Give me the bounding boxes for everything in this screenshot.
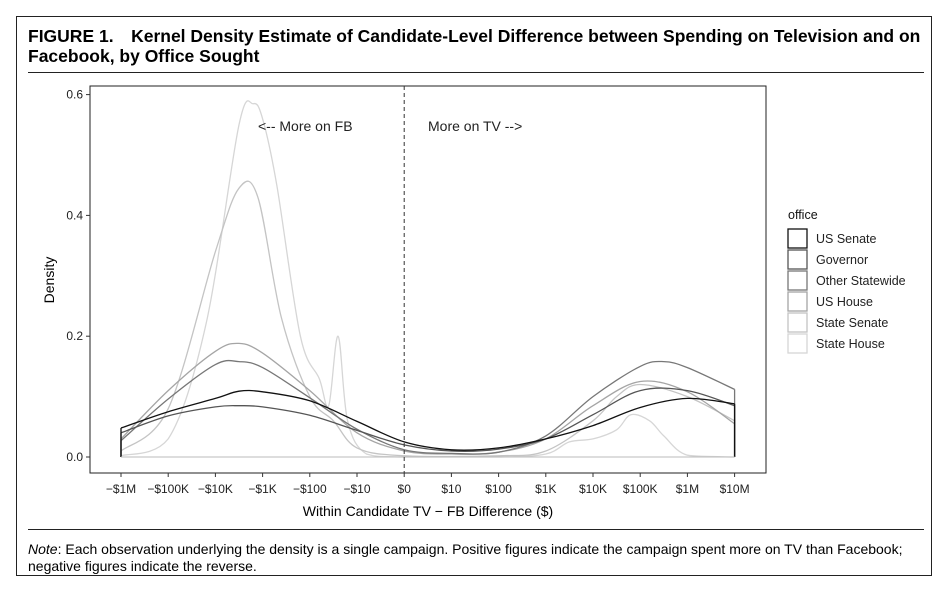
legend-label-us-senate: US Senate (816, 232, 877, 246)
x-axis: −$1M −$100K −$10K −$1K −$100 −$10 $0 $10 $100 $1K… (106, 473, 750, 496)
x-tick-label: $10 (441, 482, 461, 496)
density-curves (120, 100, 736, 458)
figure-title: FIGURE 1. Kernel Density Estimate of Can… (28, 26, 921, 66)
legend-label-governor: Governor (816, 253, 868, 267)
note-text: : Each observation underlying the densit… (28, 541, 903, 574)
y-tick-label: 0.4 (66, 208, 83, 222)
y-axis-title: Density (41, 257, 57, 304)
y-tick-label: 0.2 (66, 329, 83, 343)
y-axis: 0.0 0.2 0.4 0.6 (66, 88, 90, 464)
x-tick-label: −$100K (147, 482, 189, 496)
legend-label-state-senate: State Senate (816, 316, 888, 330)
y-tick-label: 0.0 (66, 450, 83, 464)
x-tick-label: −$1M (106, 482, 136, 496)
annotation-more-tv: More on TV --> (428, 118, 522, 134)
density-curve-state-senate (120, 180, 735, 458)
legend-key-us-house (787, 291, 808, 312)
note-divider (28, 529, 924, 530)
x-tick-label: $10M (720, 482, 750, 496)
density-curve-us-senate (120, 389, 735, 451)
note-label: Note (28, 541, 58, 557)
legend-key-us-senate (787, 228, 808, 249)
x-tick-label: $100 (485, 482, 512, 496)
density-curve-governor (120, 387, 735, 452)
x-tick-label: −$10 (343, 482, 370, 496)
density-curve-state-house (120, 100, 735, 458)
x-tick-label: $1K (535, 482, 556, 496)
legend-label-us-house: US House (816, 295, 873, 309)
legend-key-state-house (787, 333, 808, 354)
legend-label-other-statewide: Other Statewide (816, 274, 906, 288)
legend-title: office (788, 208, 818, 222)
title-divider (28, 72, 924, 73)
figure-frame (16, 16, 932, 576)
annotation-more-fb: <-- More on FB (258, 118, 353, 134)
plot-panel (89, 85, 767, 474)
legend-label-state-house: State House (816, 337, 885, 351)
x-axis-title: Within Candidate TV − FB Difference ($) (303, 503, 553, 519)
legend-key-other-statewide (787, 270, 808, 291)
x-tick-label: $1M (676, 482, 699, 496)
x-tick-label: $0 (398, 482, 412, 496)
legend: US Senate Governor Other Statewide US House… (787, 228, 906, 354)
x-tick-label: −$10K (198, 482, 233, 496)
x-tick-label: −$1K (248, 482, 276, 496)
legend-key-state-senate (787, 312, 808, 333)
x-tick-label: $10K (579, 482, 607, 496)
x-tick-label: −$100 (293, 482, 327, 496)
legend-key-governor (787, 249, 808, 270)
x-tick-label: $100K (623, 482, 658, 496)
y-tick-label: 0.6 (66, 88, 83, 102)
density-curve-other-statewide (120, 359, 735, 455)
figure-note: Note: Each observation underlying the de… (28, 541, 923, 575)
